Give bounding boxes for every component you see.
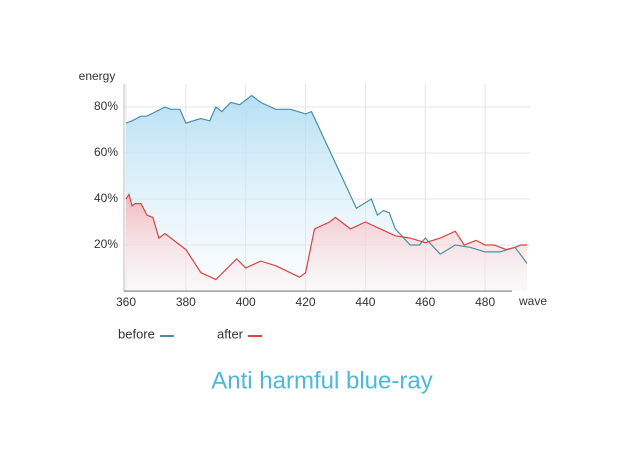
y-tick-label: 20%	[94, 237, 118, 251]
x-tick-label: 380	[176, 295, 196, 309]
line	[125, 192, 527, 281]
x-tick-label: 400	[236, 295, 256, 309]
x-axis-label: wave	[518, 294, 547, 308]
chart-title: Anti harmful blue-ray	[211, 367, 432, 394]
line	[125, 94, 528, 264]
y-axis-label: energy	[79, 69, 116, 83]
x-tick-label: 360	[116, 295, 136, 309]
legend-label: after	[217, 326, 244, 341]
area	[126, 194, 527, 291]
areas	[126, 95, 527, 291]
y-tick-label: 60%	[94, 145, 118, 159]
x-tick-label: 460	[415, 295, 435, 309]
lines	[125, 94, 528, 281]
y-tick-label: 40%	[94, 191, 118, 205]
legend-label: before	[118, 326, 155, 341]
x-tick-label: 440	[355, 295, 375, 309]
y-tick-label: 80%	[94, 99, 118, 113]
x-tick-label: 480	[475, 295, 495, 309]
x-tick-label: 420	[296, 295, 316, 309]
